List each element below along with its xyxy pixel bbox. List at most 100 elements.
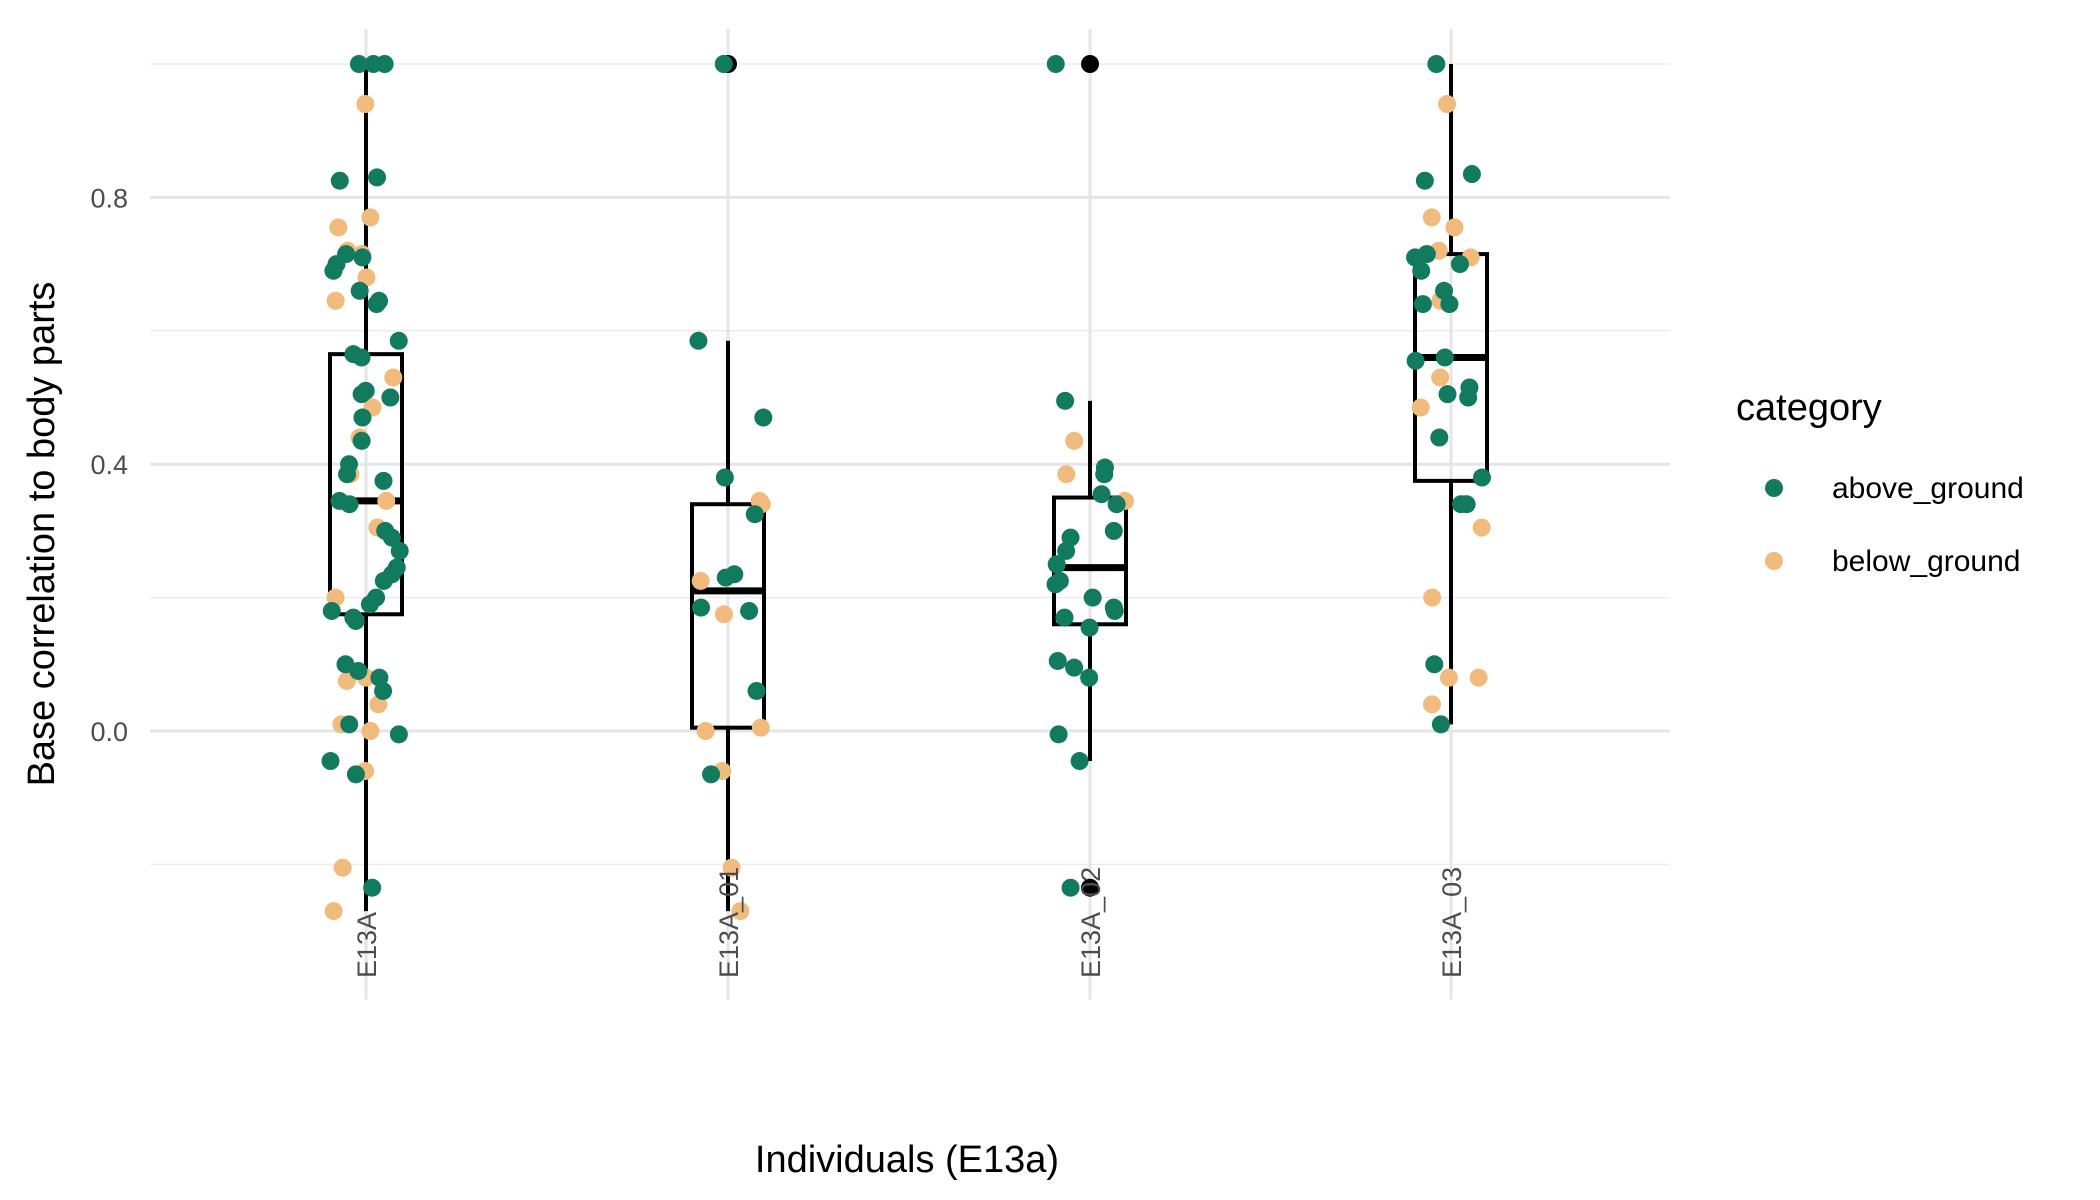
point-above-ground xyxy=(1055,608,1074,627)
point-above-ground xyxy=(1438,385,1457,404)
point-above-ground xyxy=(340,715,359,734)
legend-label-above-ground: above_ground xyxy=(1832,472,2024,505)
x-axis-title: Individuals (E13a) xyxy=(755,1139,1059,1181)
point-above-ground xyxy=(1450,255,1469,274)
point-below-ground xyxy=(714,605,733,624)
data-points xyxy=(321,55,1491,921)
point-above-ground xyxy=(1107,495,1126,514)
point-above-ground xyxy=(702,765,721,784)
point-below-ground xyxy=(1438,95,1457,114)
point-above-ground xyxy=(1427,55,1446,73)
point-below-ground xyxy=(361,722,380,740)
point-above-ground xyxy=(1459,388,1478,407)
point-above-ground xyxy=(346,611,365,630)
point-below-ground xyxy=(377,491,396,510)
point-below-ground xyxy=(1469,668,1488,687)
point-above-ground xyxy=(360,595,379,614)
point-above-ground xyxy=(1462,165,1481,184)
point-above-ground xyxy=(352,385,371,404)
point-above-ground xyxy=(352,431,371,450)
point-above-ground xyxy=(1083,588,1102,607)
point-above-ground xyxy=(1046,575,1065,594)
point-above-ground xyxy=(389,331,408,350)
point-below-ground xyxy=(1472,518,1491,537)
point-above-ground xyxy=(338,465,357,484)
point-above-ground xyxy=(1065,658,1084,677)
point-above-ground xyxy=(374,681,393,700)
legend-key-above-ground xyxy=(1765,479,1783,497)
point-above-ground xyxy=(340,495,359,514)
point-below-ground xyxy=(1439,668,1458,687)
point-above-ground xyxy=(390,541,409,560)
point-above-ground xyxy=(367,295,386,314)
point-below-ground xyxy=(1422,695,1441,714)
point-above-ground xyxy=(1440,295,1459,314)
point-above-ground xyxy=(1431,715,1450,734)
point-above-ground xyxy=(1435,348,1454,367)
x-tick-label: E13A_03 xyxy=(1437,867,1467,978)
point-above-ground xyxy=(350,281,369,300)
point-above-ground xyxy=(349,661,368,680)
x-axis-ticks: E13A E13A_01 E13A_02 E13A_03 xyxy=(352,867,1467,978)
point-below-ground xyxy=(1445,218,1464,237)
point-above-ground xyxy=(689,331,708,350)
point-below-ground xyxy=(384,368,403,387)
point-above-ground xyxy=(352,348,371,367)
point-above-ground xyxy=(1095,465,1114,484)
point-above-ground xyxy=(740,601,759,620)
point-above-ground xyxy=(1070,752,1089,771)
y-tick-label: 0.0 xyxy=(90,717,128,747)
point-above-ground xyxy=(1472,468,1491,487)
point-above-ground xyxy=(1104,521,1123,540)
point-below-ground xyxy=(329,218,348,237)
point-above-ground xyxy=(1452,495,1471,514)
legend-label-below-ground: below_ground xyxy=(1832,545,2020,578)
box xyxy=(690,502,766,730)
point-above-ground xyxy=(747,681,766,700)
point-above-ground xyxy=(1413,295,1432,314)
outlier-point xyxy=(1081,55,1099,73)
point-above-ground xyxy=(321,752,340,771)
point-above-ground xyxy=(1105,601,1124,620)
point-below-ground xyxy=(324,902,343,921)
outlier-point xyxy=(1081,878,1099,897)
y-tick-label: 0.4 xyxy=(90,450,128,480)
point-below-ground xyxy=(333,858,352,877)
point-above-ground xyxy=(1430,428,1449,447)
y-axis-title: Base correlation to body parts xyxy=(21,282,63,787)
point-above-ground xyxy=(745,505,764,524)
point-above-ground xyxy=(374,571,393,590)
point-above-ground xyxy=(1080,668,1099,687)
point-above-ground xyxy=(374,471,393,490)
point-above-ground xyxy=(363,878,382,897)
point-above-ground xyxy=(353,408,372,427)
point-below-ground xyxy=(356,95,375,114)
point-above-ground xyxy=(1061,878,1080,897)
point-below-ground xyxy=(1422,208,1441,227)
point-above-ground xyxy=(1048,651,1067,670)
point-below-ground xyxy=(691,571,710,590)
point-below-ground xyxy=(751,718,770,737)
point-below-ground xyxy=(361,208,380,227)
legend-key-below-ground xyxy=(1765,552,1783,570)
point-above-ground xyxy=(353,248,372,267)
point-above-ground xyxy=(715,468,734,487)
point-above-ground xyxy=(322,601,341,620)
point-below-ground xyxy=(1431,368,1450,387)
point-below-ground xyxy=(1065,431,1084,450)
point-below-ground xyxy=(326,291,345,310)
point-above-ground xyxy=(382,528,401,547)
y-axis-ticks: 0.0 0.4 0.8 xyxy=(90,183,128,747)
point-above-ground xyxy=(1046,55,1065,73)
point-below-ground xyxy=(1057,465,1076,484)
point-above-ground xyxy=(1049,725,1068,744)
point-above-ground xyxy=(1047,555,1066,574)
point-below-ground xyxy=(1423,588,1442,607)
point-above-ground xyxy=(324,261,343,280)
legend-title: category xyxy=(1736,387,1882,429)
point-above-ground xyxy=(1080,618,1099,637)
x-tick-label: E13A_01 xyxy=(714,867,744,978)
x-tick-label: E13A xyxy=(352,912,382,978)
point-above-ground xyxy=(346,765,365,784)
